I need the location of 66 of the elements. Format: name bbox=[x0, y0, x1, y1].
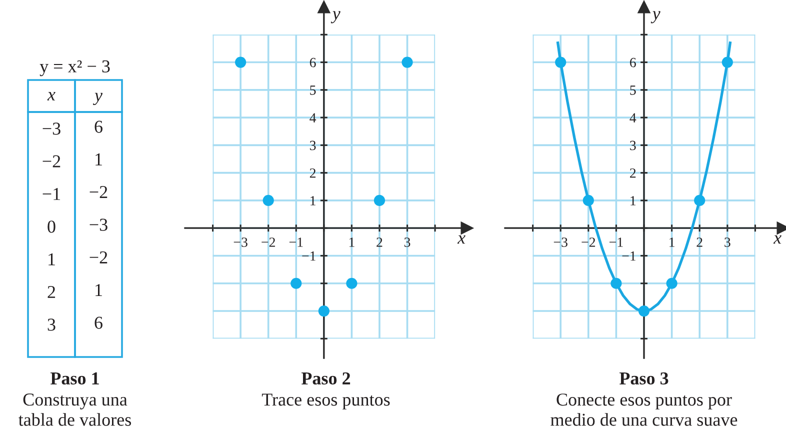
x-tick-label: −1 bbox=[610, 238, 623, 247]
x-axis-title: x bbox=[457, 235, 466, 244]
y-tick-label: −1 bbox=[622, 251, 636, 261]
y-tick-label: 2 bbox=[48, 286, 56, 298]
text: Paso 1 bbox=[50, 372, 99, 385]
point bbox=[402, 56, 413, 68]
x-tick-label: 3 bbox=[404, 238, 410, 247]
x-tick-label: −1 bbox=[289, 238, 303, 247]
point bbox=[610, 278, 622, 289]
point bbox=[290, 278, 302, 289]
y-tick-label: 3 bbox=[48, 318, 56, 331]
y-tick-label: 6 bbox=[310, 58, 316, 68]
y-tick-label: 5 bbox=[630, 86, 636, 95]
data-label: −3 bbox=[90, 218, 108, 231]
y-axis-title: y bbox=[330, 11, 340, 24]
y-tick-label: −1 bbox=[302, 251, 316, 261]
x-tick-label: 1 bbox=[670, 238, 674, 247]
y-tick-label: 2 bbox=[630, 168, 636, 178]
y-tick-label: 1 bbox=[630, 196, 636, 206]
x-tick-label: 1 bbox=[349, 238, 354, 247]
y-tick-label: 1 bbox=[310, 196, 316, 206]
point bbox=[694, 194, 706, 206]
x-tick-label: 2 bbox=[696, 238, 702, 247]
x-tick-label: −3 bbox=[554, 238, 568, 247]
point bbox=[262, 194, 274, 206]
y-tick-label: 5 bbox=[310, 86, 316, 95]
y-axis-title: x bbox=[47, 92, 56, 100]
x-tick-label: −2 bbox=[582, 238, 596, 247]
data-label: 6 bbox=[94, 316, 102, 329]
point bbox=[722, 56, 733, 68]
y-tick-label: 4 bbox=[310, 113, 316, 122]
y-axis-title: y bbox=[650, 11, 660, 24]
y-tick-label: 1 bbox=[48, 253, 55, 266]
y-tick-label: −1 bbox=[42, 188, 60, 200]
text: Trace esos puntos bbox=[262, 394, 390, 410]
point bbox=[555, 56, 566, 68]
y-tick-label: 6 bbox=[630, 58, 636, 68]
y-tick-label: 2 bbox=[310, 168, 316, 178]
x-tick-label: 2 bbox=[376, 238, 382, 247]
data-label: 6 bbox=[94, 120, 102, 133]
text: Conecte esos puntos por medio de una curva suave bbox=[550, 394, 738, 426]
y-tick-label: 4 bbox=[630, 113, 636, 122]
text: Paso 3 bbox=[619, 372, 668, 385]
y-tick-label: 3 bbox=[310, 140, 316, 150]
x-axis-title: x bbox=[773, 235, 782, 244]
point bbox=[666, 278, 678, 289]
data-label: 1 bbox=[96, 153, 102, 166]
data-label: 1 bbox=[96, 284, 102, 296]
y-tick-label: 0 bbox=[48, 220, 56, 233]
data-label: −2 bbox=[90, 251, 108, 264]
y-tick-label: 3 bbox=[630, 140, 636, 150]
point bbox=[582, 194, 594, 206]
data-label: −2 bbox=[90, 186, 108, 198]
x-tick-label: −3 bbox=[234, 238, 248, 247]
point bbox=[374, 194, 386, 206]
point bbox=[638, 305, 650, 317]
y-tick-label: −2 bbox=[42, 155, 60, 168]
x-tick-label: 3 bbox=[724, 238, 730, 247]
text: y = x² − 3 bbox=[40, 60, 110, 76]
point bbox=[318, 305, 330, 317]
x-tick-label: −2 bbox=[262, 238, 275, 247]
text: Construya una tabla de valores bbox=[18, 394, 131, 426]
text: Paso 2 bbox=[301, 372, 350, 385]
point bbox=[235, 56, 246, 68]
point bbox=[346, 278, 358, 289]
y-tick-label: −3 bbox=[42, 122, 60, 135]
